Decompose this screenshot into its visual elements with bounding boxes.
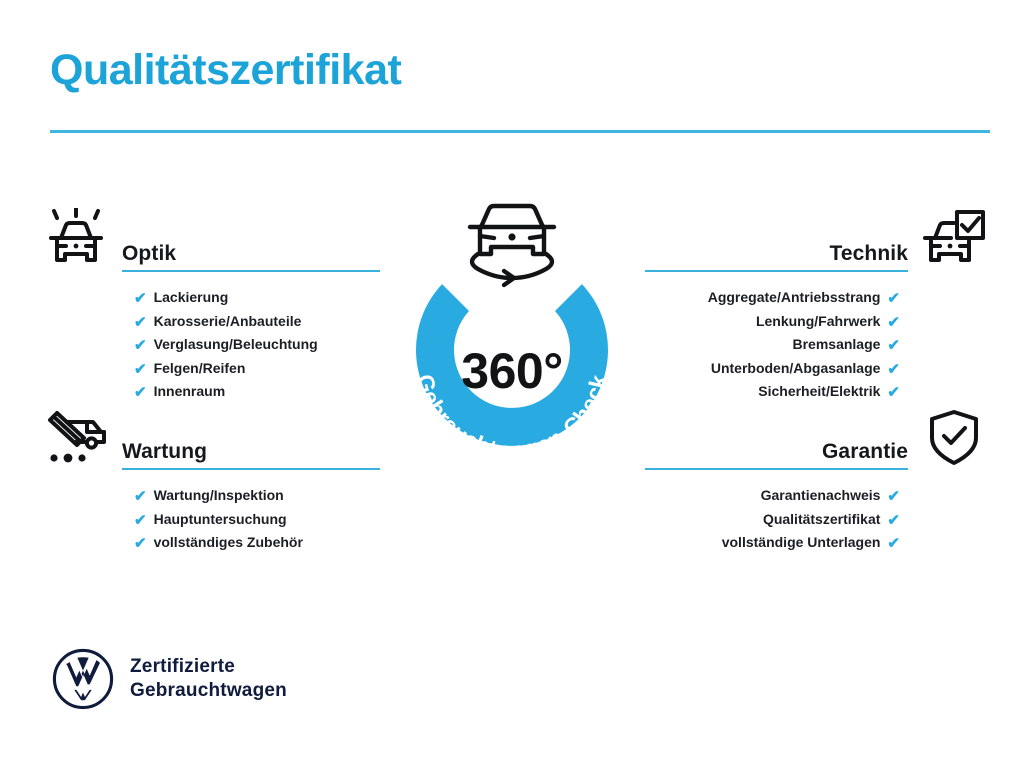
section-optik: Optik ✔ Lackierung ✔ Karosserie/Anbauteile… <box>40 200 380 404</box>
title-divider <box>50 130 990 133</box>
list-item-label: Wartung/Inspektion <box>153 487 284 503</box>
section-underline <box>122 270 380 272</box>
section-technik: Technik ✔ Aggregate/Antriebsstrang ✔ Lenku… <box>645 200 990 404</box>
section-header: Technik <box>645 200 990 272</box>
section-underline <box>645 270 908 272</box>
section-underline <box>645 468 908 470</box>
list-item: ✔ Garantienachweis <box>645 484 900 508</box>
list-item: ✔ Lackierung <box>134 286 380 310</box>
check-icon: ✔ <box>134 337 147 354</box>
check-icon: ✔ <box>887 313 900 331</box>
list-item: ✔ Aggregate/Antriebsstrang <box>645 286 900 310</box>
list-item-label: Unterboden/Abgasanlage <box>710 359 881 376</box>
section-header: Garantie <box>645 398 990 470</box>
check-icon: ✔ <box>134 488 147 505</box>
list-item-label: Verglasung/Beleuchtung <box>153 336 318 352</box>
list-item: ✔ Karosserie/Anbauteile <box>134 310 380 334</box>
check-icon: ✔ <box>134 313 147 331</box>
section-header: Optik <box>40 200 380 272</box>
section-header: Wartung <box>40 398 380 470</box>
list-item-label: Garantienachweis <box>760 487 881 503</box>
checklist-wartung: ✔ Wartung/Inspektion ✔ Hauptuntersuchung ✔… <box>40 484 380 555</box>
list-item: ✔ vollständige Unterlagen <box>645 531 900 555</box>
list-item-label: Bremsanlage <box>792 336 881 352</box>
list-item-label: Lackierung <box>153 289 229 305</box>
list-item-label: Sicherheit/Elektrik <box>758 383 881 399</box>
footer-logo-block: Zertifizierte Gebrauchtwagen <box>52 648 287 710</box>
list-item: ✔ Innenraum <box>134 380 380 404</box>
checklist-garantie: ✔ Garantienachweis ✔ Qualitätszertifikat ✔… <box>645 484 990 555</box>
list-item: ✔ Unterboden/Abgasanlage <box>645 357 900 381</box>
badge-360-check: Gebrauchtwagen-Check 360° <box>376 196 648 486</box>
car-service-pen-icon <box>40 402 112 470</box>
section-title: Wartung <box>122 440 208 463</box>
list-item: ✔ Verglasung/Beleuchtung <box>134 333 380 357</box>
vw-logo-icon <box>52 648 114 710</box>
badge-degrees: 360° <box>461 343 563 399</box>
list-item-label: Qualitätszertifikat <box>762 510 881 527</box>
check-icon: ✔ <box>887 360 900 378</box>
check-icon: ✔ <box>887 511 900 529</box>
section-wartung: Wartung ✔ Wartung/Inspektion ✔ Hauptunters… <box>40 398 380 555</box>
check-icon: ✔ <box>134 290 147 307</box>
list-item-label: Karosserie/Anbauteile <box>153 312 302 329</box>
list-item: ✔ Wartung/Inspektion <box>134 484 380 508</box>
list-item-label: Felgen/Reifen <box>153 359 246 376</box>
section-title: Garantie <box>822 440 908 463</box>
shield-check-icon <box>918 402 990 470</box>
list-item: ✔ Bremsanlage <box>645 333 900 357</box>
section-title: Technik <box>829 242 908 265</box>
list-item: ✔ Hauptuntersuchung <box>134 508 380 532</box>
checklist-optik: ✔ Lackierung ✔ Karosserie/Anbauteile ✔ Verg… <box>40 286 380 404</box>
check-icon: ✔ <box>134 384 147 401</box>
check-icon: ✔ <box>134 535 147 552</box>
list-item: ✔ vollständiges Zubehör <box>134 531 380 555</box>
list-item: ✔ Felgen/Reifen <box>134 357 380 381</box>
list-item-label: Lenkung/Fahrwerk <box>755 312 881 329</box>
badge-ring: Gebrauchtwagen-Check <box>412 284 612 463</box>
list-item-label: Aggregate/Antriebsstrang <box>707 289 881 305</box>
car-shine-icon <box>40 204 112 272</box>
checklist-technik: ✔ Aggregate/Antriebsstrang ✔ Lenkung/Fahrw… <box>645 286 990 404</box>
check-icon: ✔ <box>887 337 900 354</box>
car-rotate-360-icon <box>467 203 557 288</box>
car-checkbox-icon <box>918 204 990 272</box>
check-icon: ✔ <box>887 488 900 505</box>
check-icon: ✔ <box>887 290 900 307</box>
page-title: Qualitätszertifikat <box>50 46 402 94</box>
list-item: ✔ Sicherheit/Elektrik <box>645 380 900 404</box>
check-icon: ✔ <box>134 511 147 529</box>
list-item-label: vollständiges Zubehör <box>153 534 303 550</box>
section-garantie: Garantie ✔ Garantienachweis ✔ Qualitätszer… <box>645 398 990 555</box>
footer-text: Zertifizierte Gebrauchtwagen <box>130 655 287 703</box>
section-underline <box>122 468 380 470</box>
check-icon: ✔ <box>134 360 147 378</box>
list-item: ✔ Lenkung/Fahrwerk <box>645 310 900 334</box>
footer-line-1: Zertifizierte <box>130 656 236 678</box>
section-title: Optik <box>122 242 177 265</box>
list-item: ✔ Qualitätszertifikat <box>645 508 900 532</box>
list-item-label: Innenraum <box>153 383 226 399</box>
check-icon: ✔ <box>887 384 900 401</box>
footer-line-2: Gebrauchtwagen <box>130 680 287 701</box>
check-icon: ✔ <box>887 535 900 552</box>
list-item-label: Hauptuntersuchung <box>153 510 287 527</box>
list-item-label: vollständige Unterlagen <box>721 534 881 550</box>
